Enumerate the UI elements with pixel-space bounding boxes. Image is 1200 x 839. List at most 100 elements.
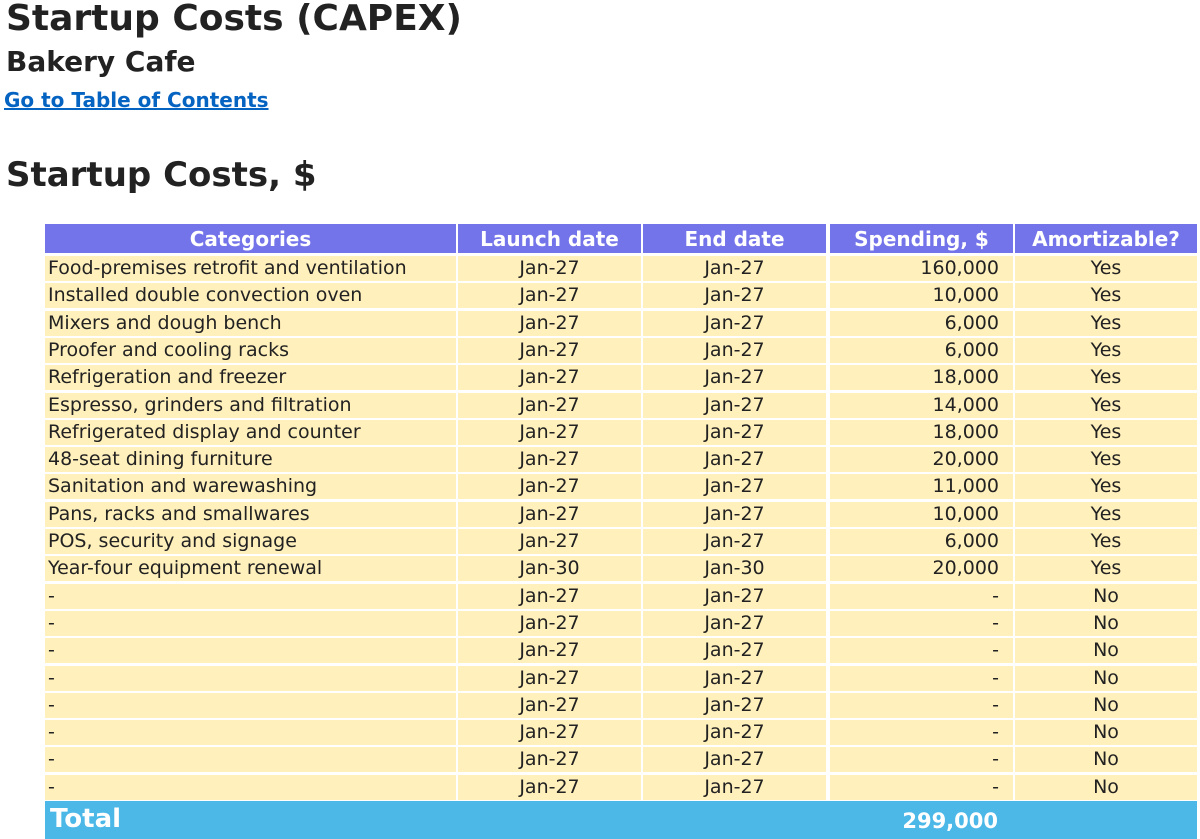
cell-launch-date: Jan-27 [458, 338, 641, 363]
header-amortizable: Amortizable? [1015, 224, 1197, 253]
page-title: Startup Costs (CAPEX) [6, 0, 462, 39]
cell-spending: 11,000 [830, 474, 1013, 499]
cell-spending: - [830, 693, 1013, 718]
cell-spending: 6,000 [830, 338, 1013, 363]
cell-category: - [45, 775, 456, 800]
cell-launch-date: Jan-27 [458, 420, 641, 445]
cell-launch-date: Jan-27 [458, 666, 641, 691]
cell-category: - [45, 747, 456, 772]
table-of-contents-link[interactable]: Go to Table of Contents [4, 88, 269, 112]
cell-category: - [45, 720, 456, 745]
cell-spending: 6,000 [830, 529, 1013, 554]
cell-end-date: Jan-27 [643, 747, 826, 772]
cell-end-date: Jan-27 [643, 420, 826, 445]
cell-category: - [45, 638, 456, 663]
total-label: Total [50, 804, 122, 834]
cell-amortizable: Yes [1015, 283, 1197, 308]
page-subtitle: Bakery Cafe [6, 45, 196, 78]
cell-amortizable: Yes [1015, 474, 1197, 499]
cell-spending: - [830, 584, 1013, 609]
cell-category: - [45, 584, 456, 609]
cell-category: Pans, racks and smallwares [45, 502, 456, 527]
cell-amortizable: No [1015, 747, 1197, 772]
cell-spending: - [830, 666, 1013, 691]
cell-launch-date: Jan-27 [458, 638, 641, 663]
cell-end-date: Jan-27 [643, 693, 826, 718]
cell-launch-date: Jan-30 [458, 556, 641, 581]
cell-amortizable: No [1015, 693, 1197, 718]
cell-end-date: Jan-27 [643, 365, 826, 390]
cell-amortizable: Yes [1015, 556, 1197, 581]
cell-amortizable: No [1015, 611, 1197, 636]
cell-launch-date: Jan-27 [458, 720, 641, 745]
cell-launch-date: Jan-27 [458, 393, 641, 418]
cell-launch-date: Jan-27 [458, 611, 641, 636]
cell-launch-date: Jan-27 [458, 693, 641, 718]
cell-amortizable: Yes [1015, 502, 1197, 527]
cell-spending: 20,000 [830, 556, 1013, 581]
header-categories: Categories [45, 224, 456, 253]
cell-spending: 18,000 [830, 420, 1013, 445]
cell-end-date: Jan-27 [643, 529, 826, 554]
cell-launch-date: Jan-27 [458, 256, 641, 281]
cell-amortizable: Yes [1015, 338, 1197, 363]
cell-category: Espresso, grinders and filtration [45, 393, 456, 418]
cell-category: - [45, 693, 456, 718]
cell-end-date: Jan-27 [643, 256, 826, 281]
cell-category: Year-four equipment renewal [45, 556, 456, 581]
cell-end-date: Jan-27 [643, 474, 826, 499]
cell-spending: - [830, 611, 1013, 636]
cell-spending: 6,000 [830, 311, 1013, 336]
cell-launch-date: Jan-27 [458, 311, 641, 336]
cell-launch-date: Jan-27 [458, 283, 641, 308]
cell-amortizable: Yes [1015, 529, 1197, 554]
cell-launch-date: Jan-27 [458, 584, 641, 609]
cell-category: Sanitation and warewashing [45, 474, 456, 499]
cell-end-date: Jan-27 [643, 666, 826, 691]
cell-launch-date: Jan-27 [458, 775, 641, 800]
cell-end-date: Jan-27 [643, 611, 826, 636]
cell-category: Proofer and cooling racks [45, 338, 456, 363]
section-title: Startup Costs, $ [6, 155, 317, 195]
cell-end-date: Jan-27 [643, 393, 826, 418]
header-spending: Spending, $ [830, 224, 1013, 253]
cell-end-date: Jan-27 [643, 720, 826, 745]
cell-spending: 160,000 [830, 256, 1013, 281]
cell-spending: - [830, 747, 1013, 772]
cell-amortizable: Yes [1015, 256, 1197, 281]
cell-category: Mixers and dough bench [45, 311, 456, 336]
cell-launch-date: Jan-27 [458, 502, 641, 527]
cell-launch-date: Jan-27 [458, 747, 641, 772]
cell-end-date: Jan-27 [643, 584, 826, 609]
cell-amortizable: No [1015, 775, 1197, 800]
cell-spending: 10,000 [830, 283, 1013, 308]
cell-amortizable: Yes [1015, 393, 1197, 418]
cell-end-date: Jan-30 [643, 556, 826, 581]
cell-spending: - [830, 638, 1013, 663]
cell-amortizable: Yes [1015, 365, 1197, 390]
cell-amortizable: Yes [1015, 311, 1197, 336]
header-launch-date: Launch date [458, 224, 641, 253]
cell-amortizable: No [1015, 638, 1197, 663]
cell-launch-date: Jan-27 [458, 447, 641, 472]
cell-end-date: Jan-27 [643, 311, 826, 336]
cell-category: POS, security and signage [45, 529, 456, 554]
cell-end-date: Jan-27 [643, 502, 826, 527]
cell-spending: 20,000 [830, 447, 1013, 472]
cell-category: Installed double convection oven [45, 283, 456, 308]
cell-category: - [45, 611, 456, 636]
cell-end-date: Jan-27 [643, 283, 826, 308]
total-value: 299,000 [902, 809, 998, 833]
cell-spending: 18,000 [830, 365, 1013, 390]
cell-launch-date: Jan-27 [458, 529, 641, 554]
cell-amortizable: No [1015, 584, 1197, 609]
header-end-date: End date [643, 224, 826, 253]
cell-spending: - [830, 775, 1013, 800]
cell-end-date: Jan-27 [643, 338, 826, 363]
cell-launch-date: Jan-27 [458, 365, 641, 390]
cell-amortizable: No [1015, 720, 1197, 745]
cell-launch-date: Jan-27 [458, 474, 641, 499]
cell-spending: 10,000 [830, 502, 1013, 527]
cell-end-date: Jan-27 [643, 638, 826, 663]
